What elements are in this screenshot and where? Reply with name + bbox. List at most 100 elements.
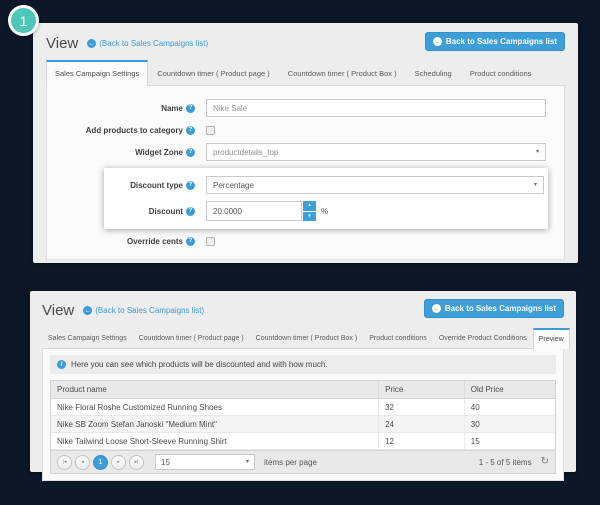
back-link-label: (Back to Sales Campaigns list)	[99, 39, 209, 48]
tab-sales-campaign-settings[interactable]: Sales Campaign Settings	[48, 335, 127, 342]
grid-pager: |◂ ◂ 1 ▸ ▸| 15 ▾ items per page 1 - 5 of…	[51, 450, 555, 473]
step-number-badge: 1	[8, 5, 39, 36]
help-icon[interactable]: ?	[186, 206, 195, 216]
price-cell: 24	[378, 415, 465, 433]
info-alert-text: Here you can see which products will be …	[71, 360, 328, 369]
override-cents-label: Override cents ?	[47, 236, 195, 246]
table-row: Nike Tailwind Loose Short-Sleeve Running…	[51, 432, 555, 450]
last-page-button[interactable]: ▸|	[129, 454, 144, 470]
page-title: View	[46, 35, 79, 52]
tab-countdown-timer-product-box[interactable]: Countdown timer ( Product Box )	[255, 335, 358, 342]
preview-grid: Product name Price Old Price Nike Floral…	[50, 380, 556, 474]
refresh-icon[interactable]: ↻	[540, 456, 549, 467]
sales-campaign-preview-card: View ← (Back to Sales Campaigns list) ← …	[30, 291, 576, 481]
add-products-to-category-label: Add products to category ?	[47, 125, 195, 135]
chevron-down-icon: ▾	[535, 149, 539, 155]
page-size-value: 15	[161, 457, 170, 467]
form-row-override-cents: Override cents ?	[47, 235, 564, 247]
table-row: Nike SB Zoom Stefan Janoski "Medium Mint…	[51, 415, 555, 433]
card-header: View ← (Back to Sales Campaigns list) ← …	[42, 298, 564, 323]
price-cell: 32	[378, 398, 465, 416]
back-link-label: (Back to Sales Campaigns list)	[95, 306, 205, 315]
product-name-cell: Nike Floral Roshe Customized Running Sho…	[51, 398, 380, 416]
tab-product-conditions[interactable]: Product conditions	[369, 335, 427, 342]
price-cell: 12	[378, 432, 465, 450]
info-alert: i Here you can see which products will b…	[50, 355, 556, 374]
sales-campaign-settings-card: View ← (Back to Sales Campaigns list) ← …	[33, 23, 578, 263]
form-row-discount: Discount ? ▴ ▾ %	[104, 201, 542, 221]
back-arrow-icon: ←	[87, 39, 97, 48]
form-row-discount-type: Discount type ? Percentage ▾	[104, 176, 544, 194]
form-row-name: Name ?	[47, 99, 564, 117]
pager-range-label: 1 - 5 of 5 items	[478, 457, 532, 467]
chevron-down-icon: ▾	[245, 459, 249, 465]
discount-input[interactable]	[206, 201, 302, 221]
first-page-button[interactable]: |◂	[57, 454, 72, 470]
name-input[interactable]	[206, 99, 546, 117]
widget-zone-label: Widget Zone ?	[47, 147, 195, 157]
next-page-button[interactable]: ▸	[111, 454, 126, 470]
help-icon[interactable]: ?	[186, 180, 195, 190]
discount-type-label: Discount type ?	[104, 180, 195, 190]
info-icon: i	[57, 360, 66, 369]
old-price-cell: 40	[464, 398, 555, 416]
product-name-cell: Nike Tailwind Loose Short-Sleeve Running…	[51, 432, 380, 450]
previous-page-button[interactable]: ◂	[75, 454, 90, 470]
tab-countdown-timer-product-box[interactable]: Countdown timer ( Product Box )	[287, 69, 397, 78]
spin-down-button[interactable]: ▾	[303, 211, 316, 221]
preview-panel: i Here you can see which products will b…	[42, 349, 564, 481]
discount-label: Discount ?	[104, 206, 195, 216]
back-arrow-icon: ←	[83, 306, 93, 315]
product-name-cell: Nike SB Zoom Stefan Janoski "Medium Mint…	[51, 415, 380, 433]
discount-type-select[interactable]: Percentage ▾	[206, 176, 544, 194]
form-row-add-products-to-category: Add products to category ?	[47, 124, 564, 136]
back-to-list-button[interactable]: ← Back to Sales Campaigns list	[424, 32, 565, 51]
tabstrip: Sales Campaign Settings Countdown timer …	[46, 60, 565, 86]
help-icon[interactable]: ?	[186, 236, 195, 246]
back-arrow-icon: ←	[432, 37, 442, 46]
page-size-select[interactable]: 15 ▾	[155, 454, 255, 470]
help-icon[interactable]: ?	[186, 147, 195, 157]
table-row: Nike Floral Roshe Customized Running Sho…	[51, 398, 555, 416]
old-price-cell: 30	[464, 415, 555, 433]
settings-form-panel: Name ? Add products to category ? Widget…	[46, 86, 565, 260]
tab-countdown-timer-product-page[interactable]: Countdown timer ( Product page )	[157, 69, 270, 78]
name-label: Name ?	[47, 103, 195, 113]
page-title: View	[42, 302, 75, 319]
tab-countdown-timer-product-page[interactable]: Countdown timer ( Product page )	[138, 335, 244, 342]
override-cents-checkbox[interactable]	[206, 236, 215, 246]
back-to-list-link[interactable]: ← (Back to Sales Campaigns list)	[87, 39, 208, 48]
current-page-button[interactable]: 1	[93, 454, 108, 470]
tabstrip: Sales Campaign Settings Countdown timer …	[42, 327, 570, 349]
discount-stepper: ▴ ▾	[303, 201, 316, 221]
old-price-cell: 15	[464, 432, 555, 450]
form-row-widget-zone: Widget Zone ? productdetails_top ▾	[47, 143, 564, 161]
back-to-list-link[interactable]: ← (Back to Sales Campaigns list)	[83, 306, 204, 315]
tab-product-conditions[interactable]: Product conditions	[469, 69, 532, 78]
table-header-row: Product name Price Old Price	[51, 381, 555, 399]
help-icon[interactable]: ?	[186, 103, 195, 113]
discount-highlight-overlay: Discount type ? Percentage ▾ Discount ?	[104, 168, 548, 229]
chevron-down-icon: ▾	[533, 182, 537, 188]
add-products-to-category-checkbox[interactable]	[206, 125, 215, 135]
percent-suffix: %	[321, 206, 329, 216]
discount-type-value: Percentage	[213, 180, 254, 190]
back-arrow-icon: ←	[431, 304, 441, 313]
tab-override-product-conditions[interactable]: Override Product Conditions	[438, 335, 527, 342]
card-header: View ← (Back to Sales Campaigns list) ← …	[46, 31, 565, 56]
help-icon[interactable]: ?	[186, 125, 195, 135]
back-to-list-button[interactable]: ← Back to Sales Campaigns list	[423, 299, 564, 318]
column-header-price: Price	[378, 381, 465, 399]
tab-sales-campaign-settings[interactable]: Sales Campaign Settings	[46, 60, 149, 86]
column-header-old-price: Old Price	[464, 381, 555, 399]
tab-scheduling[interactable]: Scheduling	[414, 69, 452, 78]
widget-zone-value: productdetails_top	[213, 147, 279, 157]
back-button-label: Back to Sales Campaigns list	[444, 304, 556, 313]
back-button-label: Back to Sales Campaigns list	[445, 37, 557, 46]
spin-up-button[interactable]: ▴	[303, 201, 316, 211]
tab-preview[interactable]: Preview	[532, 328, 570, 349]
widget-zone-select[interactable]: productdetails_top ▾	[206, 143, 546, 161]
column-header-product-name: Product name	[51, 381, 380, 399]
items-per-page-label: items per page	[264, 457, 317, 467]
products-table: Product name Price Old Price Nike Floral…	[51, 381, 555, 450]
